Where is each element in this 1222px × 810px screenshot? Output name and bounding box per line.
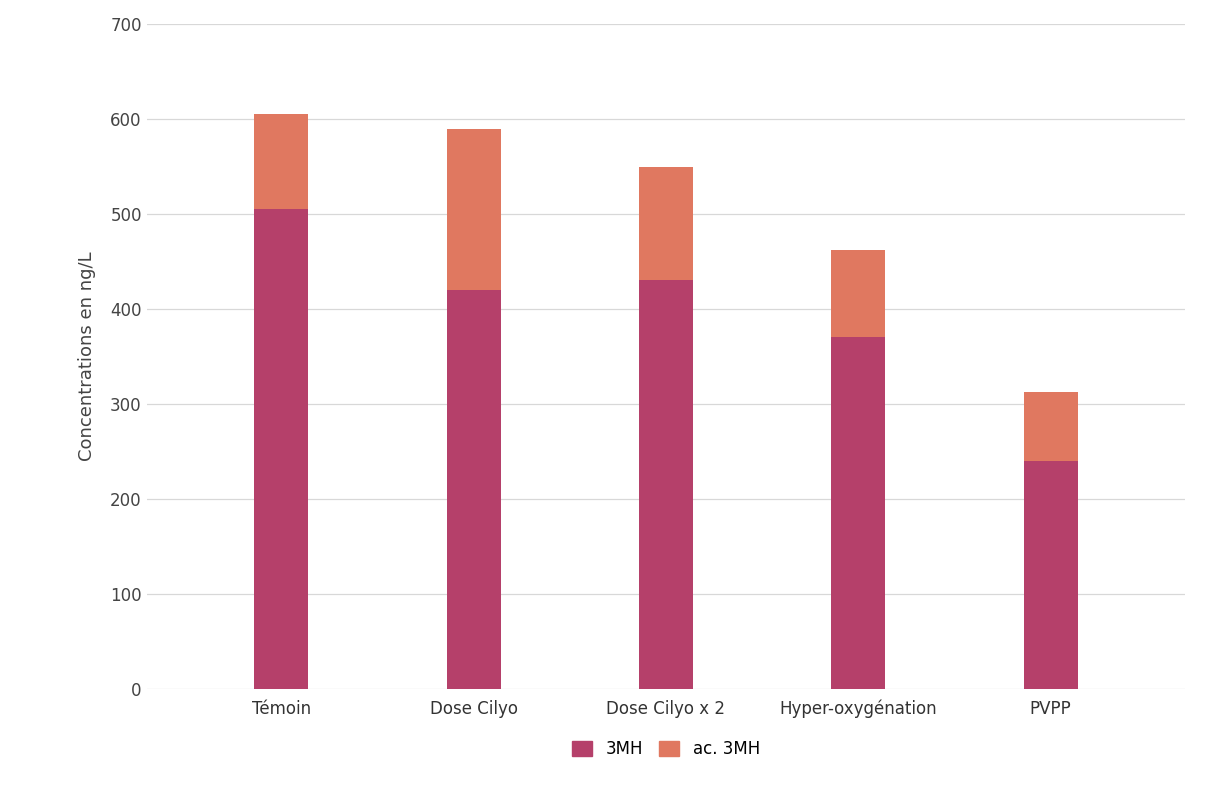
Legend: 3MH, ac. 3MH: 3MH, ac. 3MH xyxy=(563,732,769,766)
Bar xyxy=(254,114,308,209)
Bar xyxy=(1024,393,1078,461)
Bar xyxy=(639,280,693,688)
Bar xyxy=(639,167,693,280)
Bar xyxy=(447,129,501,290)
Y-axis label: Concentrations en ng/L: Concentrations en ng/L xyxy=(78,252,97,461)
Bar xyxy=(1024,461,1078,688)
Bar xyxy=(254,209,308,688)
Bar xyxy=(831,338,885,688)
Bar xyxy=(831,250,885,338)
Bar xyxy=(447,290,501,688)
